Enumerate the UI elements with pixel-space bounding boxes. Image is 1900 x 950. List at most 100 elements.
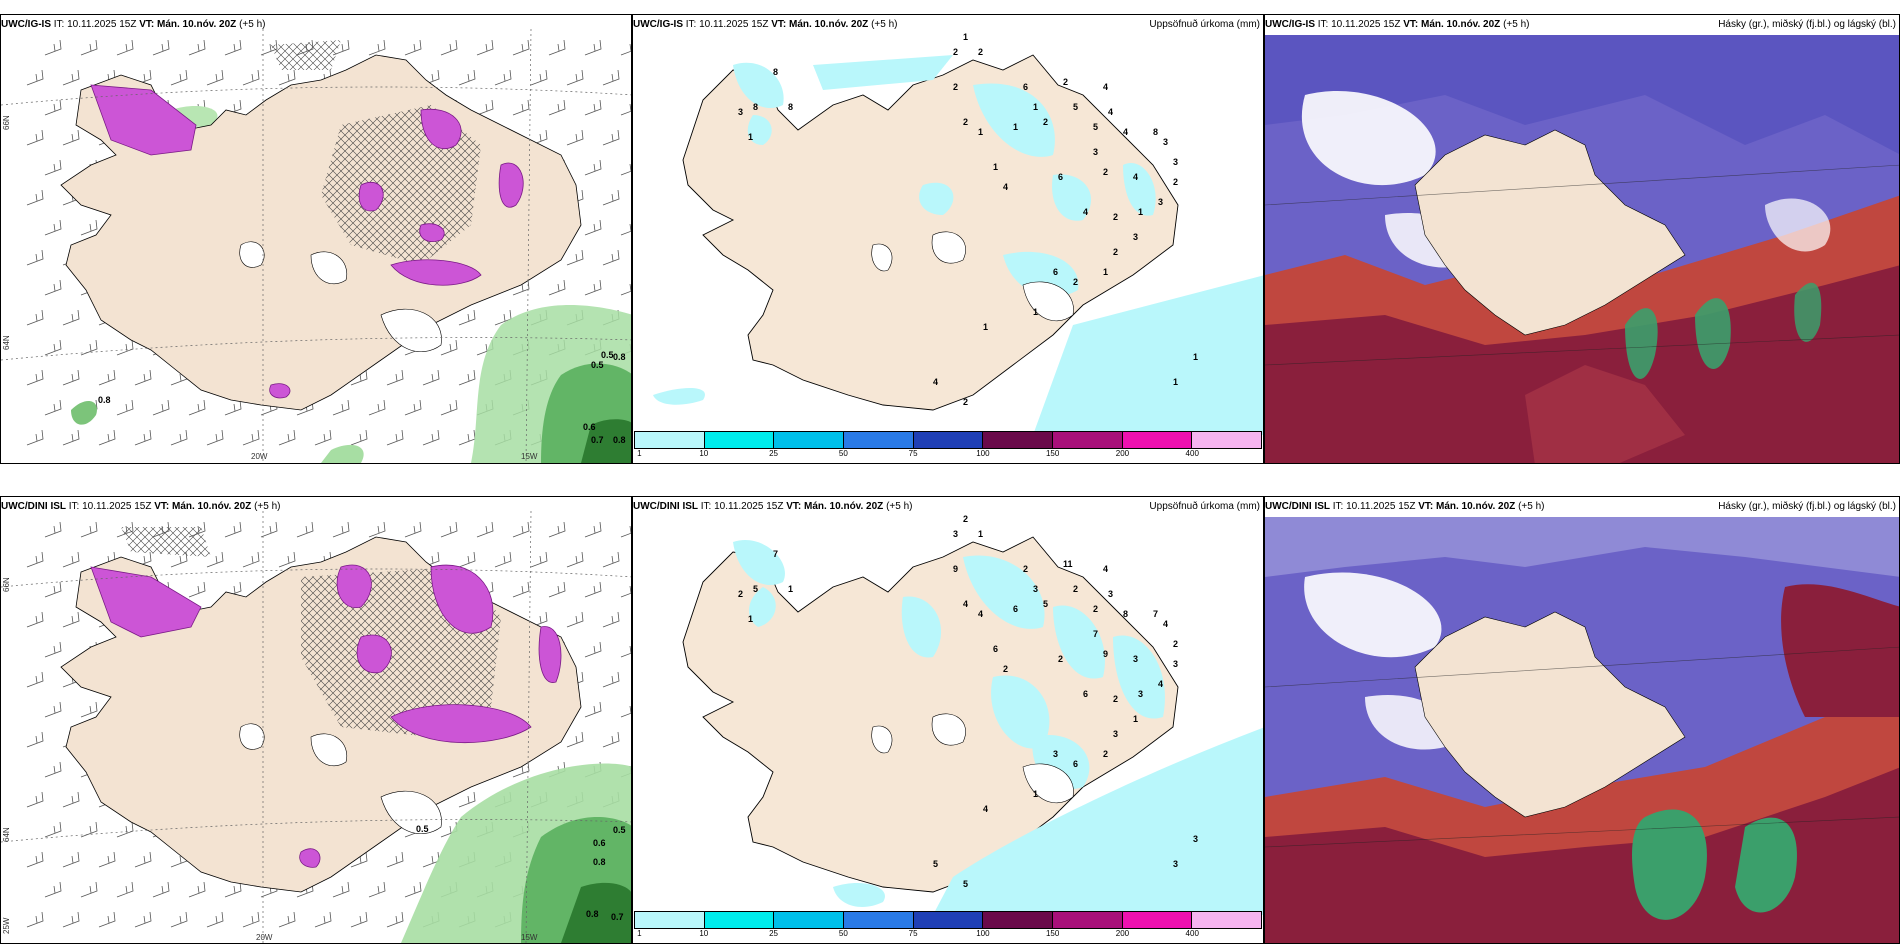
precip-value: 1 (748, 132, 753, 142)
colorbar-tick: 100 (976, 929, 990, 938)
precip-value: 2 (963, 117, 968, 127)
wind-barb (26, 671, 44, 688)
wind-barb (602, 189, 620, 206)
wind-barb (62, 369, 80, 386)
snow-label: 0.5 (613, 825, 626, 835)
precip-value: 3 (1138, 689, 1143, 699)
wind-barb (476, 39, 494, 56)
wind-barb (566, 731, 584, 748)
bottom-cloud-panel-title: UWC/DINI ISL IT: 10.11.2025 15Z VT: Mán.… (1265, 501, 1545, 512)
colorbar-tick: 75 (908, 449, 918, 458)
precip-value: 5 (963, 879, 968, 889)
precip-value: 1 (978, 127, 983, 137)
precip-value: 2 (1173, 639, 1178, 649)
wind-barb (134, 369, 152, 386)
wind-barb (62, 69, 80, 86)
wind-barb (260, 521, 278, 538)
colorbar-tick: 100 (976, 449, 990, 458)
wind-barb (512, 99, 530, 116)
wind-barb (98, 851, 116, 868)
wind-barb (548, 521, 566, 538)
precip-value: 6 (1053, 267, 1058, 277)
wind-barb (548, 279, 566, 296)
snow-label: 0.5 (416, 824, 429, 834)
wind-barb (368, 399, 386, 416)
wind-barb (512, 279, 530, 296)
wind-barb (152, 881, 170, 898)
snow-label: 0.5 (601, 350, 614, 360)
wind-barb (62, 911, 80, 928)
wind-barb (26, 851, 44, 868)
wind-barb (134, 911, 152, 928)
precip-colorbar: 1 10 25 50 75 100 150 200 400 (634, 431, 1262, 459)
precip-title: Uppsöfnuð úrkoma (mm) (1149, 19, 1260, 30)
lat-66-label: 66N (2, 115, 11, 130)
top-wind-map: 66N 64N 20W 15W 0.8 0.5 0.5 0.8 0.6 0.7 … (1, 15, 631, 463)
wind-barb (44, 279, 62, 296)
colorbar-tick: 150 (1045, 929, 1060, 938)
snow-label: 0.6 (583, 422, 596, 432)
bottom-precip-panel: UWC/DINI ISL IT: 10.11.2025 15Z VT: Mán.… (632, 496, 1264, 944)
colorbar-tick: 75 (908, 929, 918, 938)
wind-barb (62, 429, 80, 446)
precip-value: 1 (1138, 207, 1143, 217)
wind-barb (80, 219, 98, 236)
wind-barb (206, 69, 224, 86)
colorbar-tick: 50 (838, 929, 848, 938)
colorbar-box (913, 912, 984, 928)
precip-value: 2 (1073, 277, 1078, 287)
precip-value: 8 (788, 102, 793, 112)
precip-value: 5 (933, 859, 938, 869)
colorbar-box (913, 432, 984, 448)
precip-value: 1 (1033, 789, 1038, 799)
bottom-wind-snow-panel: UWC/DINI ISL IT: 10.11.2025 15Z VT: Mán.… (0, 496, 632, 944)
wind-barb (602, 671, 620, 688)
wind-barb (206, 911, 224, 928)
wind-barb (566, 129, 584, 146)
wind-barb (80, 521, 98, 538)
snow-label: 0.7 (591, 435, 604, 445)
wind-barb (620, 43, 631, 56)
wind-barb (494, 551, 512, 568)
wind-barb (224, 399, 242, 416)
wind-barb (404, 39, 422, 56)
precip-value: 2 (1023, 564, 1028, 574)
colorbar-box (844, 912, 914, 928)
precip-value: 3 (1093, 147, 1098, 157)
wind-barb (602, 551, 620, 568)
wind-barb (44, 399, 62, 416)
iceland-landmass (1414, 611, 1686, 818)
precip-value: 1 (978, 529, 983, 539)
wind-barb (44, 339, 62, 356)
snow-label: 0.8 (593, 857, 606, 867)
wind-barb (26, 369, 44, 386)
wind-barb (224, 881, 242, 898)
precip-value: 2 (738, 589, 743, 599)
top-wind-snow-panel: UWC/IG-IS IT: 10.11.2025 15Z VT: Mán. 10… (0, 14, 632, 464)
wind-barb (332, 399, 350, 416)
precip-value: 2 (1063, 77, 1068, 87)
precip-value: 3 (953, 529, 958, 539)
colorbar-box (1192, 912, 1262, 928)
precip-value: 3 (1158, 197, 1163, 207)
colorbar-tick: 25 (769, 929, 778, 938)
precip-value: 2 (1113, 212, 1118, 222)
colorbar-tick: 150 (1045, 449, 1060, 458)
precip-value: 2 (1093, 604, 1098, 614)
wind-barb (44, 641, 62, 658)
wind-barb (242, 911, 260, 928)
precip-value: 2 (1113, 694, 1118, 704)
wind-barb (62, 129, 80, 146)
wind-barb (584, 99, 602, 116)
wind-barb (26, 129, 44, 146)
wind-barb (152, 39, 170, 56)
wind-barb (440, 339, 458, 356)
cloud-title: Hásky (gr.), miðský (fj.bl.) og lágský (… (1718, 501, 1896, 512)
precip-value: 7 (1093, 629, 1098, 639)
colorbar-box (635, 912, 705, 928)
wind-barb (566, 611, 584, 628)
colorbar-box (1122, 432, 1193, 448)
wind-barb (278, 429, 296, 446)
precip-value: 2 (963, 397, 968, 407)
